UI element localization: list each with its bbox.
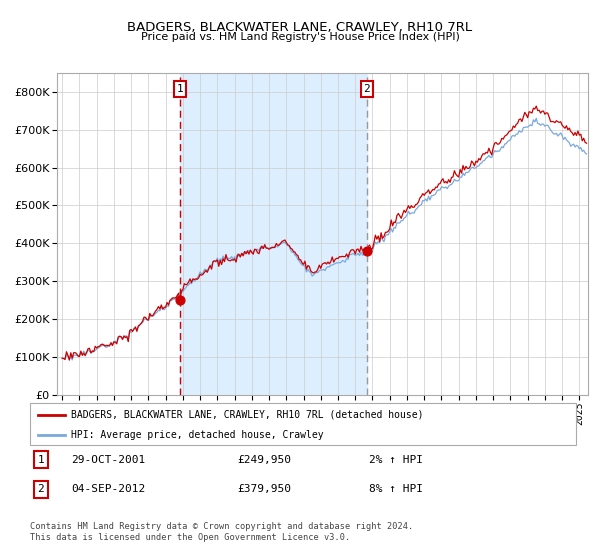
Text: 1: 1 [176, 84, 183, 94]
Text: £379,950: £379,950 [238, 484, 292, 494]
Text: HPI: Average price, detached house, Crawley: HPI: Average price, detached house, Craw… [71, 430, 323, 440]
Bar [180, 73, 367, 395]
Text: 04-SEP-2012: 04-SEP-2012 [71, 484, 145, 494]
Text: Price paid vs. HM Land Registry's House Price Index (HPI): Price paid vs. HM Land Registry's House … [140, 32, 460, 42]
Text: 2% ↑ HPI: 2% ↑ HPI [368, 455, 422, 465]
Text: This data is licensed under the Open Government Licence v3.0.: This data is licensed under the Open Gov… [30, 533, 350, 542]
Text: £249,950: £249,950 [238, 455, 292, 465]
FancyBboxPatch shape [30, 403, 576, 445]
Text: 2: 2 [38, 484, 44, 494]
Point [175, 296, 185, 305]
Text: 2: 2 [364, 84, 370, 94]
Text: 1: 1 [38, 455, 44, 465]
Text: 8% ↑ HPI: 8% ↑ HPI [368, 484, 422, 494]
Text: Contains HM Land Registry data © Crown copyright and database right 2024.: Contains HM Land Registry data © Crown c… [30, 522, 413, 531]
Text: BADGERS, BLACKWATER LANE, CRAWLEY, RH10 7RL (detached house): BADGERS, BLACKWATER LANE, CRAWLEY, RH10 … [71, 410, 424, 420]
Text: BADGERS, BLACKWATER LANE, CRAWLEY, RH10 7RL: BADGERS, BLACKWATER LANE, CRAWLEY, RH10 … [127, 21, 473, 34]
Text: 29-OCT-2001: 29-OCT-2001 [71, 455, 145, 465]
Point [362, 246, 371, 255]
